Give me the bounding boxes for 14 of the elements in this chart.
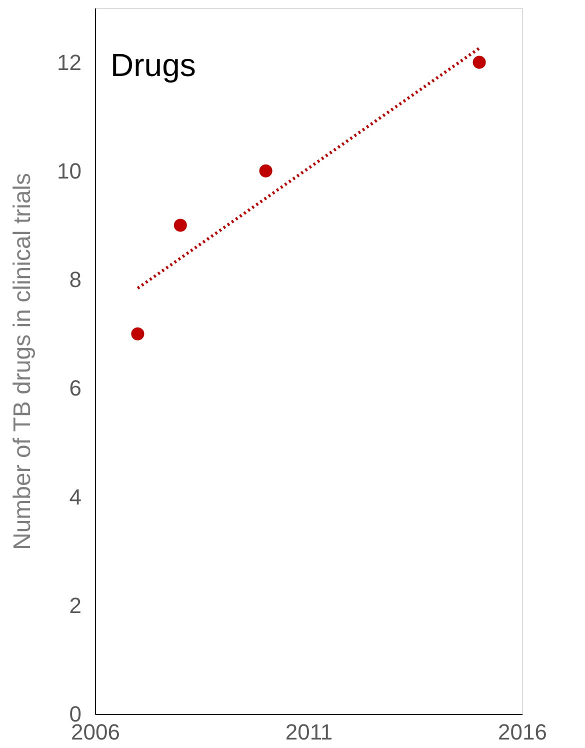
- y-tick-label: 10: [57, 158, 82, 184]
- point: [472, 56, 486, 69]
- y-tick-label: 8: [69, 267, 82, 292]
- text: Drugs: [110, 47, 196, 83]
- y-axis-title: Number of TB drugs in clinical trials: [9, 172, 36, 550]
- y-tick-label: 2: [69, 592, 82, 618]
- y-tick-label: 6: [69, 376, 82, 401]
- point: [259, 164, 272, 178]
- y-tick-label: 4: [69, 484, 82, 510]
- point: [131, 327, 144, 340]
- point: [174, 218, 187, 232]
- y-tick-label: 12: [57, 50, 82, 75]
- x-tick-label: 2011: [285, 720, 333, 744]
- x-tick-label: 2016: [498, 720, 547, 744]
